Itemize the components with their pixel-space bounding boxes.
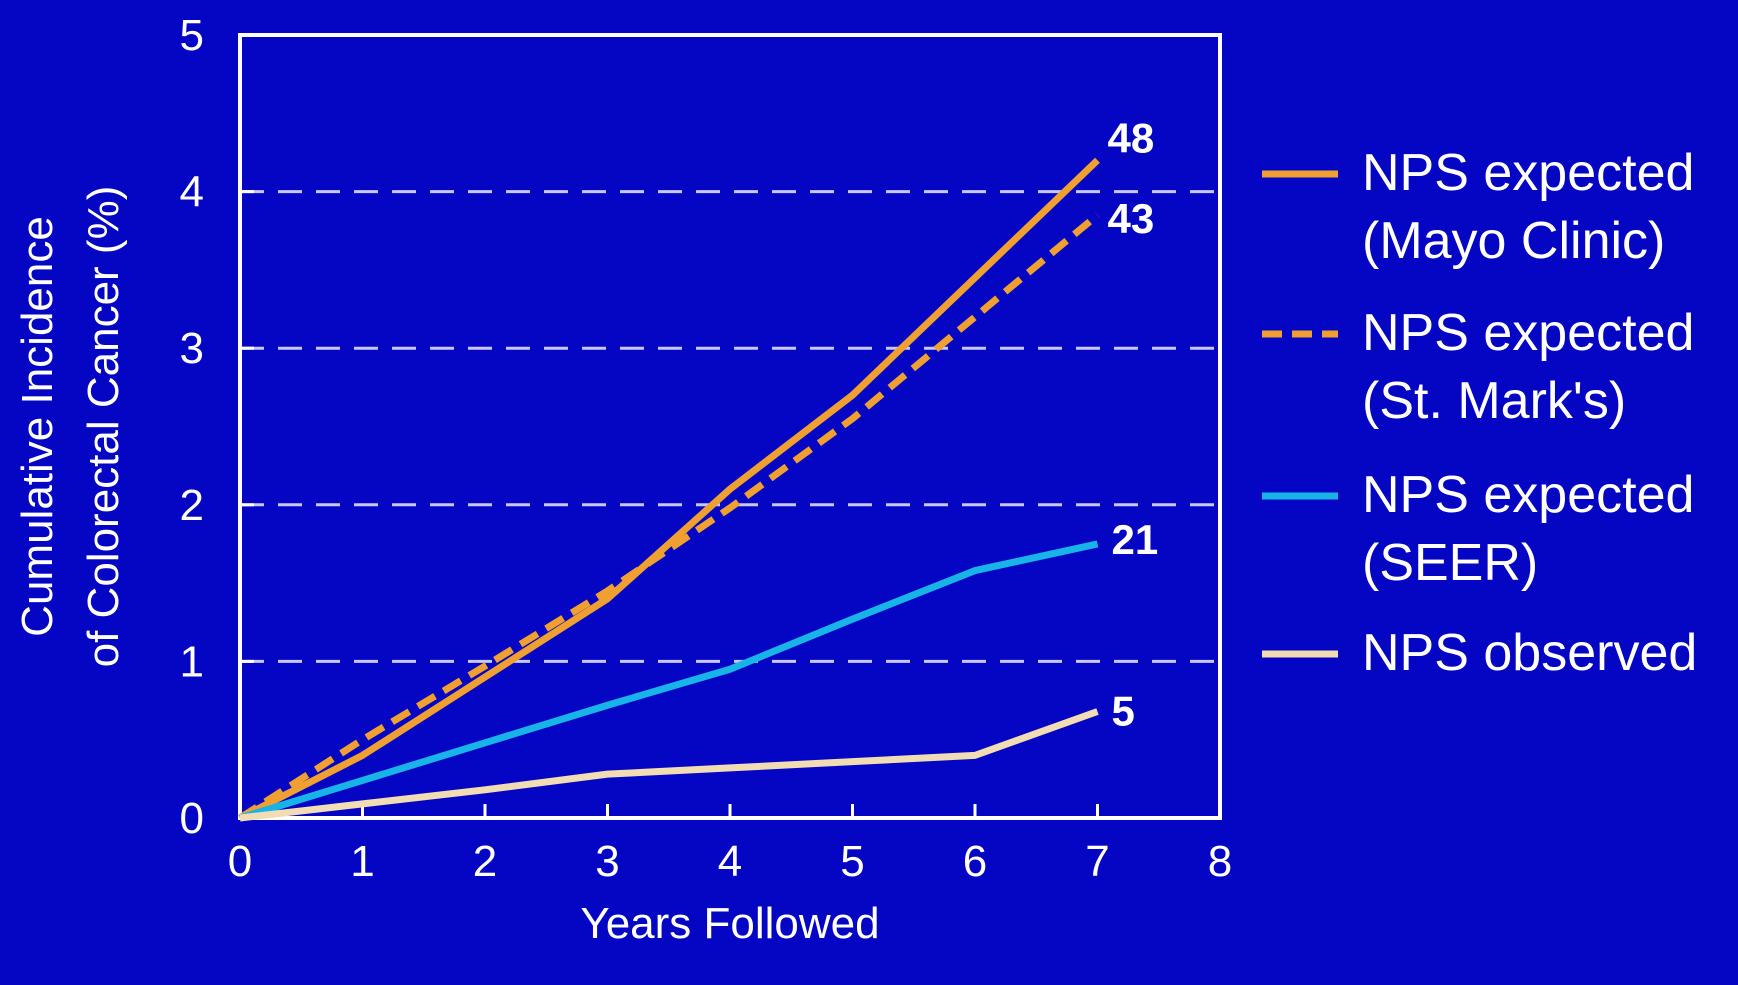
legend-label-2-0: NPS expected bbox=[1362, 466, 1694, 524]
series-end-label-0: 48 bbox=[1108, 114, 1155, 161]
series-line-3 bbox=[239, 708, 1099, 822]
y-axis-title-line-2: of Colorectal Cancer (%) bbox=[79, 186, 128, 668]
x-tick-label-2: 2 bbox=[473, 837, 497, 886]
x-tick-label-8: 8 bbox=[1208, 837, 1232, 886]
y-tick-label-1: 1 bbox=[180, 637, 204, 686]
y-axis-title-line-1: Cumulative Incidence bbox=[13, 216, 62, 637]
series-line-1 bbox=[238, 212, 1100, 821]
y-tick-label-4: 4 bbox=[180, 168, 204, 217]
plot-frame bbox=[238, 33, 1222, 820]
axes bbox=[238, 33, 1222, 820]
x-tick-label-3: 3 bbox=[595, 837, 619, 886]
legend-label-1-1: (St. Mark's) bbox=[1362, 372, 1626, 430]
x-axis-title: Years Followed bbox=[580, 899, 879, 948]
series-end-label-3: 5 bbox=[1112, 688, 1135, 735]
legend-label-1-0: NPS expected bbox=[1362, 304, 1694, 362]
legend-label-2-1: (SEER) bbox=[1362, 534, 1538, 592]
x-tick-label-4: 4 bbox=[718, 837, 742, 886]
legend-label-3-0: NPS observed bbox=[1362, 624, 1697, 682]
y-axis-title: Cumulative Incidence of Colorectal Cance… bbox=[13, 186, 128, 668]
y-axis-ticks: 0 1 2 3 4 5 bbox=[180, 11, 254, 843]
series-line-0 bbox=[238, 157, 1100, 822]
legend: NPS expected (Mayo Clinic) NPS expected (St… bbox=[1262, 144, 1697, 682]
legend-label-0-0: NPS expected bbox=[1362, 144, 1694, 202]
grid bbox=[240, 190, 1220, 663]
x-tick-label-0: 0 bbox=[228, 837, 252, 886]
series-end-label-2: 21 bbox=[1112, 516, 1159, 563]
x-axis-ticks: 0 1 2 3 4 5 6 7 8 bbox=[228, 804, 1232, 886]
end-labels: 48 43 21 5 bbox=[1108, 114, 1159, 734]
legend-label-0-1: (Mayo Clinic) bbox=[1362, 212, 1665, 270]
x-tick-label-1: 1 bbox=[350, 837, 374, 886]
y-tick-label-2: 2 bbox=[180, 481, 204, 530]
y-tick-label-5: 5 bbox=[180, 11, 204, 60]
x-tick-label-7: 7 bbox=[1085, 837, 1109, 886]
x-tick-label-6: 6 bbox=[963, 837, 987, 886]
y-tick-label-0: 0 bbox=[180, 794, 204, 843]
series-line-2 bbox=[238, 540, 1099, 822]
series bbox=[238, 157, 1100, 822]
x-tick-label-5: 5 bbox=[840, 837, 864, 886]
series-end-label-1: 43 bbox=[1108, 195, 1155, 242]
y-tick-label-3: 3 bbox=[180, 324, 204, 373]
